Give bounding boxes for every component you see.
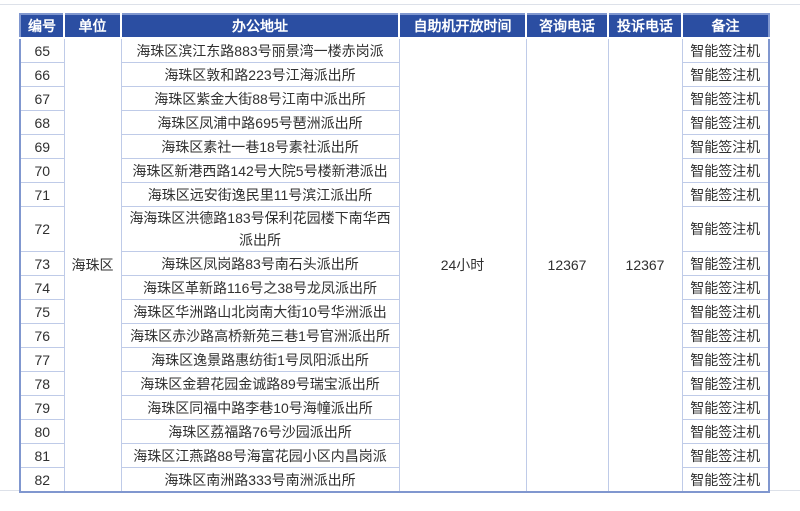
note-cell: 智能签注机	[681, 110, 770, 135]
row-number-cell: 79	[19, 395, 65, 420]
row-number-cell: 76	[19, 323, 65, 348]
table-row: 73 海珠区凤岗路83号南石头派出所 智能签注机	[19, 251, 770, 276]
row-number-cell: 82	[19, 467, 65, 493]
top-divider	[0, 4, 800, 5]
note-cell: 智能签注机	[681, 419, 770, 444]
address-cell: 海珠区逸景路惠纺街1号凤阳派出所	[120, 347, 400, 372]
note-cell: 智能签注机	[681, 467, 770, 493]
row-number-cell: 75	[19, 299, 65, 324]
header-row: 编号 单位 办公地址 自助机开放时间 咨询电话 投诉电话 备注	[20, 14, 769, 39]
table-row: 79 海珠区同福中路李巷10号海幢派出所 智能签注机	[19, 395, 770, 420]
row-number-cell: 73	[19, 251, 65, 276]
open-hours-cell: 24小时	[398, 37, 527, 493]
address-cell: 海珠区同福中路李巷10号海幢派出所	[120, 395, 400, 420]
row-number-cell: 78	[19, 371, 65, 396]
table-row: 81 海珠区江燕路88号海富花园小区内昌岗派 智能签注机	[19, 443, 770, 468]
address-cell: 海珠区远安街逸民里11号滨江派出所	[120, 182, 400, 207]
address-cell: 海珠区江燕路88号海富花园小区内昌岗派	[120, 443, 400, 468]
address-cell: 海珠区赤沙路高桥新苑三巷1号官洲派出所	[120, 323, 400, 348]
note-cell: 智能签注机	[681, 323, 770, 348]
note-cell: 智能签注机	[681, 37, 770, 63]
table-row: 72 海海珠区洪德路183号保利花园楼下南华西派出所 智能签注机	[19, 206, 770, 252]
row-number-cell: 65	[19, 37, 65, 63]
table-row: 78 海珠区金碧花园金诚路89号瑞宝派出所 智能签注机	[19, 371, 770, 396]
table-row: 65 海珠区 海珠区滨江东路883号丽景湾一楼赤岗派 24小时 12367 12…	[19, 37, 770, 493]
table-row: 75 海珠区华洲路山北岗南大街10号华洲派出 智能签注机	[19, 299, 770, 324]
note-cell: 智能签注机	[681, 371, 770, 396]
note-cell: 智能签注机	[681, 206, 770, 252]
complaint-phone-cell: 12367	[607, 37, 683, 493]
col-header-unit: 单位	[63, 14, 121, 39]
note-cell: 智能签注机	[681, 251, 770, 276]
note-cell: 智能签注机	[681, 443, 770, 468]
row-number-cell: 66	[19, 62, 65, 87]
table-row: 74 海珠区革新路116号之38号龙凤派出所 智能签注机	[19, 275, 770, 300]
address-cell: 海珠区敦和路223号江海派出所	[120, 62, 400, 87]
unit-cell: 海珠区	[63, 37, 122, 493]
col-header-note: 备注	[681, 14, 769, 39]
note-cell: 智能签注机	[681, 275, 770, 300]
table-row: 68 海珠区凤浦中路695号琶洲派出所 智能签注机	[19, 110, 770, 135]
col-header-address: 办公地址	[120, 14, 399, 39]
note-cell: 智能签注机	[681, 158, 770, 183]
note-cell: 智能签注机	[681, 134, 770, 159]
address-cell: 海珠区革新路116号之38号龙凤派出所	[120, 275, 400, 300]
row-number-cell: 80	[19, 419, 65, 444]
row-number-cell: 72	[19, 206, 65, 252]
table-row: 66 海珠区敦和路223号江海派出所 智能签注机	[19, 62, 770, 87]
note-cell: 智能签注机	[681, 395, 770, 420]
address-cell: 海珠区华洲路山北岗南大街10号华洲派出	[120, 299, 400, 324]
note-cell: 智能签注机	[681, 347, 770, 372]
row-number-cell: 81	[19, 443, 65, 468]
service-locations-table: 编号 单位 办公地址 自助机开放时间 咨询电话 投诉电话 备注 65 海珠区 海…	[19, 13, 770, 493]
table-row: 71 海珠区远安街逸民里11号滨江派出所 智能签注机	[19, 182, 770, 207]
table-row: 80 海珠区荔福路76号沙园派出所 智能签注机	[19, 419, 770, 444]
row-number-cell: 68	[19, 110, 65, 135]
address-cell: 海珠区滨江东路883号丽景湾一楼赤岗派	[120, 37, 400, 63]
consult-phone-cell: 12367	[525, 37, 609, 493]
row-number-cell: 74	[19, 275, 65, 300]
note-cell: 智能签注机	[681, 299, 770, 324]
table-row: 76 海珠区赤沙路高桥新苑三巷1号官洲派出所 智能签注机	[19, 323, 770, 348]
address-cell: 海珠区素社一巷18号素社派出所	[120, 134, 400, 159]
address-cell: 海珠区凤岗路83号南石头派出所	[120, 251, 400, 276]
col-header-number: 编号	[20, 14, 64, 39]
table-row: 67 海珠区紫金大街88号江南中派出所 智能签注机	[19, 86, 770, 111]
row-number-cell: 70	[19, 158, 65, 183]
col-header-consult-phone: 咨询电话	[525, 14, 608, 39]
table-body: 65 海珠区 海珠区滨江东路883号丽景湾一楼赤岗派 24小时 12367 12…	[19, 37, 770, 493]
note-cell: 智能签注机	[681, 62, 770, 87]
table-header: 编号 单位 办公地址 自助机开放时间 咨询电话 投诉电话 备注	[20, 14, 769, 39]
address-cell: 海珠区荔福路76号沙园派出所	[120, 419, 400, 444]
row-number-cell: 69	[19, 134, 65, 159]
note-cell: 智能签注机	[681, 182, 770, 207]
address-cell: 海珠区凤浦中路695号琶洲派出所	[120, 110, 400, 135]
address-cell: 海海珠区洪德路183号保利花园楼下南华西派出所	[120, 206, 400, 252]
table-row: 82 海珠区南洲路333号南洲派出所 智能签注机	[19, 467, 770, 493]
col-header-open-hours: 自助机开放时间	[398, 14, 526, 39]
address-cell: 海珠区新港西路142号大院5号楼新港派出	[120, 158, 400, 183]
address-cell: 海珠区紫金大街88号江南中派出所	[120, 86, 400, 111]
table-row: 77 海珠区逸景路惠纺街1号凤阳派出所 智能签注机	[19, 347, 770, 372]
row-number-cell: 67	[19, 86, 65, 111]
note-cell: 智能签注机	[681, 86, 770, 111]
address-cell: 海珠区南洲路333号南洲派出所	[120, 467, 400, 493]
col-header-complaint-phone: 投诉电话	[607, 14, 682, 39]
table-row: 70 海珠区新港西路142号大院5号楼新港派出 智能签注机	[19, 158, 770, 183]
row-number-cell: 71	[19, 182, 65, 207]
address-cell: 海珠区金碧花园金诚路89号瑞宝派出所	[120, 371, 400, 396]
row-number-cell: 77	[19, 347, 65, 372]
